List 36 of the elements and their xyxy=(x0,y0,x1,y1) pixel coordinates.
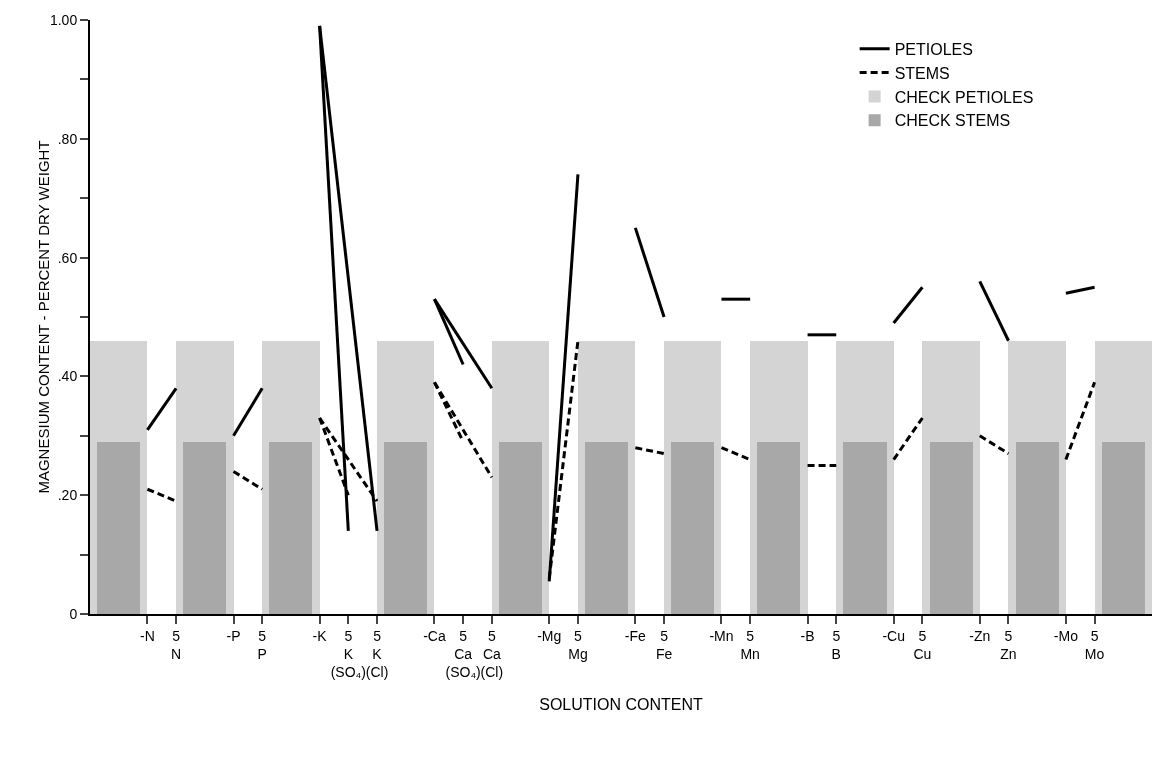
x-tick-label: -N xyxy=(140,627,155,644)
x-tick-label: 5 Mn xyxy=(740,627,760,662)
x-tick-label: -K xyxy=(312,627,328,644)
x-tick-label: -P xyxy=(226,627,241,644)
x-axis-title: SOLUTION CONTENT xyxy=(539,696,704,714)
x-tick-label: -Fe xyxy=(624,627,647,644)
x-tick-label: 5 Zn xyxy=(1000,627,1017,662)
x-tick-label: -Mg xyxy=(537,627,562,644)
x-tick-label: 5 K (Cl) xyxy=(365,627,389,681)
x-tick-label: -Zn xyxy=(969,627,991,644)
y-tick-label: 0 xyxy=(69,605,78,622)
x-tick-label: -B xyxy=(800,627,815,644)
y-tick-label: .60 xyxy=(57,249,78,266)
legend-label: STEMS xyxy=(894,64,950,82)
y-tick-label: .40 xyxy=(57,368,78,385)
x-tick-label: 5 Cu xyxy=(913,627,932,662)
y-tick-label: 1.00 xyxy=(49,11,78,28)
x-tick-label: 5 K (SO₄) xyxy=(330,627,366,681)
y-tick-label: .20 xyxy=(57,487,78,504)
x-tick-label: 5 Ca (Cl) xyxy=(480,627,504,681)
x-tick-label: 5 Mg xyxy=(568,627,588,662)
legend-label: PETIOLES xyxy=(894,41,973,59)
x-tick-label: 5 P xyxy=(257,627,267,662)
x-tick-label: -Mn xyxy=(709,627,734,644)
legend-label: CHECK STEMS xyxy=(894,112,1011,130)
legend-label: CHECK PETIOLES xyxy=(894,88,1034,106)
x-tick-label: 5 B xyxy=(831,627,841,662)
x-tick-label: 5 Ca (SO₄) xyxy=(445,627,481,681)
x-tick-label: -Cu xyxy=(882,627,905,644)
x-tick-label: -Mo xyxy=(1053,627,1079,644)
x-tick-label: -Ca xyxy=(423,627,446,644)
x-tick-label: 5 N xyxy=(171,627,182,662)
y-tick-label: .80 xyxy=(57,130,78,147)
x-tick-label: 5 Mo xyxy=(1084,627,1105,662)
x-tick-label: 5 Fe xyxy=(655,627,673,662)
y-axis-title: MAGNESIUM CONTENT - PERCENT DRY WEIGHT xyxy=(35,140,52,494)
